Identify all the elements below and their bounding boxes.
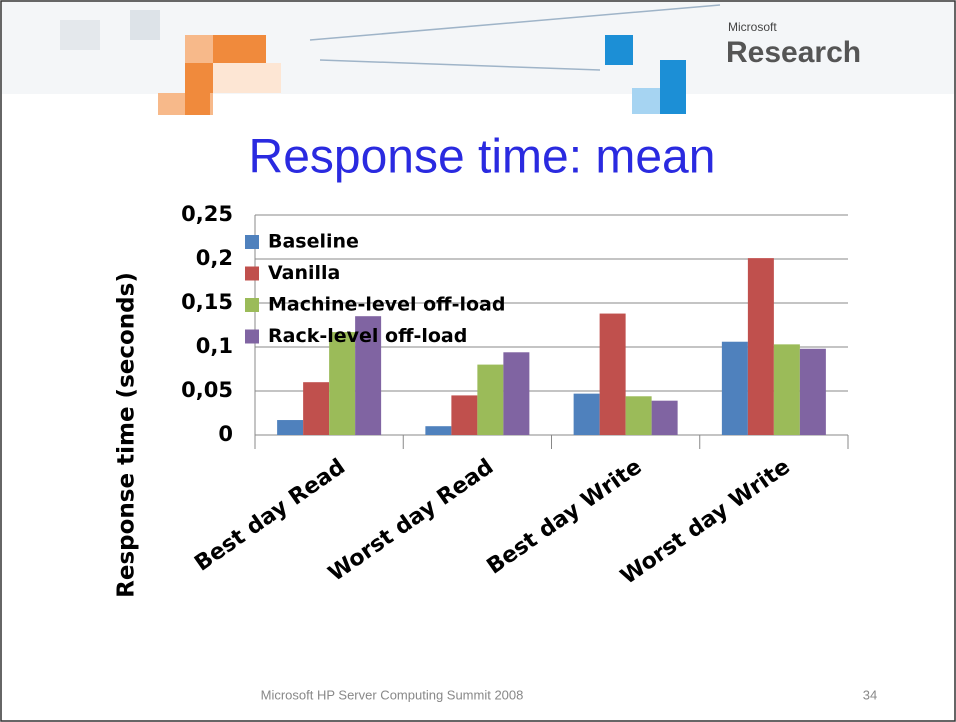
- bar: [277, 420, 303, 435]
- y-tick-label: 0,2: [196, 246, 233, 270]
- legend-label: Vanilla: [268, 262, 340, 284]
- y-tick-label: 0,05: [181, 378, 233, 402]
- logo: Research: [726, 36, 861, 69]
- bar: [748, 258, 774, 435]
- logo-small: Microsoft: [728, 20, 777, 34]
- bar: [503, 352, 529, 435]
- bar: [303, 382, 329, 435]
- y-tick-label: 0: [218, 422, 233, 446]
- legend-swatch: [245, 235, 259, 249]
- y-tick-label: 0,15: [181, 290, 233, 314]
- y-tick-label: 0,1: [196, 334, 233, 358]
- bar: [722, 342, 748, 435]
- bar: [425, 426, 451, 435]
- legend-swatch: [245, 330, 259, 344]
- bar: [574, 394, 600, 435]
- bar: [652, 401, 678, 435]
- legend-swatch: [245, 267, 259, 281]
- y-tick-label: 0,25: [181, 202, 233, 226]
- bar: [451, 395, 477, 435]
- legend-label: Machine-level off-load: [268, 294, 505, 316]
- bar: [329, 332, 355, 435]
- bar: [477, 365, 503, 435]
- bar: [600, 314, 626, 435]
- page-number: 34: [863, 687, 877, 702]
- legend-label: Baseline: [268, 231, 359, 253]
- y-axis-title: Response time (seconds): [114, 272, 140, 598]
- slide: Microsoft Research Response time: mean R…: [0, 0, 956, 722]
- bar: [774, 344, 800, 435]
- legend-swatch: [245, 298, 259, 312]
- bar: [626, 396, 652, 435]
- slide-title: Response time: mean: [249, 131, 716, 184]
- legend-label: Rack-level off-load: [268, 325, 467, 347]
- bar: [800, 349, 826, 435]
- footer: Microsoft HP Server Computing Summit 200…: [261, 687, 524, 702]
